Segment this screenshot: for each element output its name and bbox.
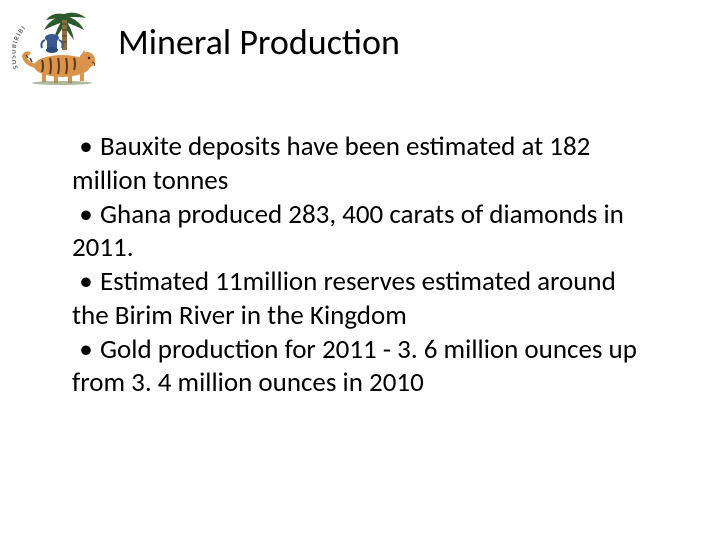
- bullet-mark: •: [72, 333, 100, 367]
- bullet-item: •Estimated 11million reserves estimated …: [72, 265, 652, 333]
- urn-icon: [41, 34, 62, 53]
- slide-title: Mineral Production: [118, 20, 400, 64]
- logo-arc-text: SUSUBIRIBI: [12, 23, 28, 70]
- bullet-mark: •: [72, 198, 100, 232]
- bullet-mark: •: [72, 130, 100, 164]
- bullet-text: Bauxite deposits have been estimated at …: [72, 130, 590, 197]
- bullet-item: •Ghana produced 283, 400 carats of diamo…: [72, 198, 652, 266]
- bullet-item: •Gold production for 2011 - 3. 6 million…: [72, 333, 652, 401]
- bullet-text: Ghana produced 283, 400 carats of diamon…: [72, 198, 624, 265]
- tiger-icon: [24, 50, 95, 85]
- bullet-list: •Bauxite deposits have been estimated at…: [72, 130, 652, 400]
- crest-logo: SUSUBIRIBI: [12, 8, 102, 86]
- bullet-item: •Bauxite deposits have been estimated at…: [72, 130, 652, 198]
- bullet-mark: •: [72, 265, 100, 299]
- bullet-text: Gold production for 2011 - 3. 6 million …: [72, 333, 637, 400]
- bullet-text: Estimated 11million reserves estimated a…: [72, 265, 616, 332]
- svg-text:SUSUBIRIBI: SUSUBIRIBI: [12, 23, 28, 70]
